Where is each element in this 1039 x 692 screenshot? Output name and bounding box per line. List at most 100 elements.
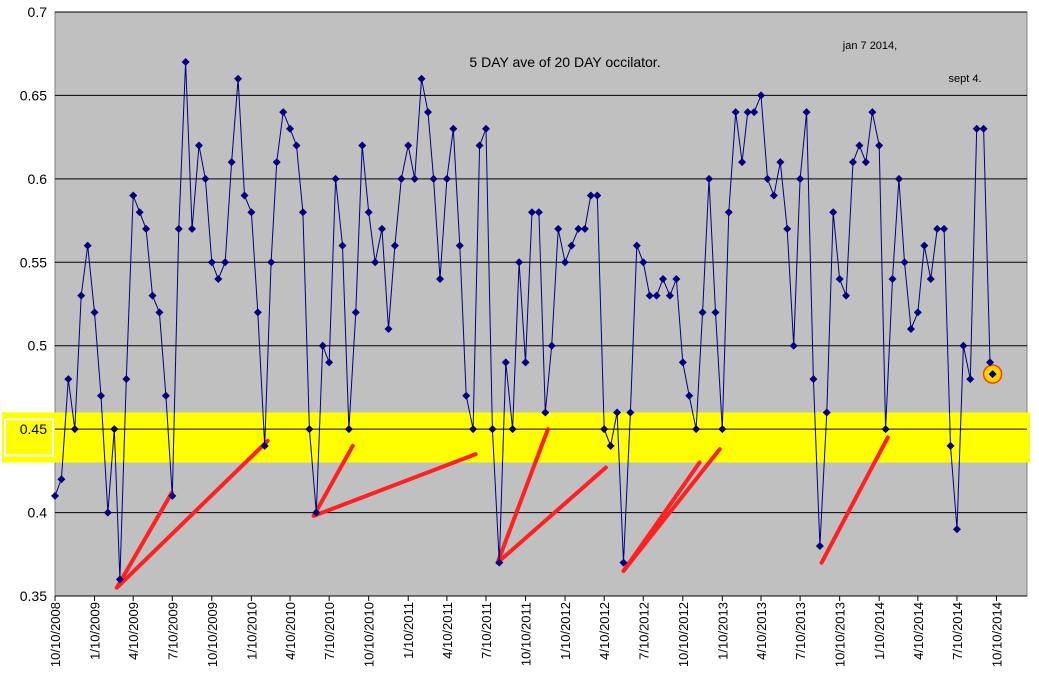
x-tick-label: 7/10/2009 (165, 602, 180, 660)
annotation: sept 4. (948, 73, 981, 85)
point (51, 491, 59, 500)
point (920, 241, 929, 250)
point (181, 58, 190, 67)
x-tick-label: 10/10/2008 (48, 602, 63, 667)
point (110, 425, 119, 434)
x-tick-label: 1/10/2010 (244, 602, 259, 660)
x-tick-label: 7/10/2013 (793, 602, 808, 660)
point (698, 308, 707, 317)
point (724, 208, 733, 217)
point (829, 208, 838, 217)
point (822, 408, 831, 417)
point (757, 91, 766, 100)
trend-line (311, 452, 478, 518)
point (384, 325, 393, 334)
trend-line (114, 438, 270, 590)
point (227, 158, 236, 167)
point (652, 291, 661, 300)
point (64, 375, 73, 384)
point (501, 358, 510, 367)
point (626, 408, 635, 417)
point (508, 425, 517, 434)
point (868, 108, 877, 117)
trend-line (114, 490, 174, 590)
point (913, 308, 922, 317)
point (77, 291, 86, 300)
x-tick-label: 1/10/2012 (558, 602, 573, 660)
point (848, 158, 857, 167)
point (900, 258, 909, 267)
x-tick-label: 10/10/2013 (833, 602, 848, 667)
point (881, 425, 890, 434)
x-tick-label: 10/10/2009 (205, 602, 220, 667)
point (521, 358, 530, 367)
point (129, 191, 138, 200)
point (855, 141, 864, 150)
y-tick-label: 0.6 (28, 171, 48, 187)
point (155, 308, 164, 317)
point (718, 425, 727, 434)
point (593, 191, 602, 200)
x-tick-label: 7/10/2014 (950, 602, 965, 660)
point (534, 208, 543, 217)
point (358, 141, 367, 150)
point (351, 308, 360, 317)
point (286, 124, 295, 133)
point (796, 174, 805, 183)
x-tick-label: 10/10/2011 (519, 602, 534, 666)
point (475, 141, 484, 150)
point (665, 291, 674, 300)
point (888, 274, 897, 283)
point (541, 408, 550, 417)
x-tick-label: 10/10/2010 (362, 602, 377, 667)
point (875, 141, 884, 150)
point (214, 274, 223, 283)
x-tick-label: 4/10/2010 (283, 602, 298, 660)
point (959, 341, 968, 350)
point (574, 224, 583, 233)
point (469, 425, 478, 434)
point (279, 108, 288, 117)
x-tick-label: 7/10/2012 (636, 602, 651, 660)
annotation: jan 7 2014, (842, 40, 897, 52)
point (390, 241, 399, 250)
point (298, 208, 307, 217)
point (305, 425, 314, 434)
point (449, 124, 458, 133)
point (815, 541, 824, 550)
point (488, 425, 497, 434)
point (769, 191, 778, 200)
point (567, 241, 576, 250)
point (90, 308, 99, 317)
point (207, 258, 216, 267)
point (148, 291, 157, 300)
point (763, 174, 772, 183)
point (685, 391, 694, 400)
point (692, 425, 701, 434)
point (561, 258, 570, 267)
x-tick-label: 1/10/2009 (88, 602, 103, 660)
point (481, 124, 490, 133)
point (750, 108, 759, 117)
point (292, 141, 301, 150)
point (429, 174, 438, 183)
point (455, 241, 464, 250)
point (606, 441, 615, 450)
y-tick-label: 0.5 (28, 338, 48, 354)
point (672, 274, 681, 283)
point (835, 274, 844, 283)
x-tick-label: 10/10/2012 (676, 602, 691, 667)
point (188, 224, 197, 233)
point (168, 491, 177, 500)
chart-title: 5 DAY ave of 20 DAY occilator. (469, 54, 660, 70)
x-tick-label: 7/10/2011 (479, 602, 494, 659)
x-tick-label: 1/10/2011 (401, 602, 416, 659)
point (174, 224, 183, 233)
point (397, 174, 406, 183)
point (272, 158, 281, 167)
point (240, 191, 249, 200)
point (83, 241, 92, 250)
point (906, 325, 915, 334)
point (639, 258, 648, 267)
x-tick-label: 7/10/2010 (322, 602, 337, 660)
